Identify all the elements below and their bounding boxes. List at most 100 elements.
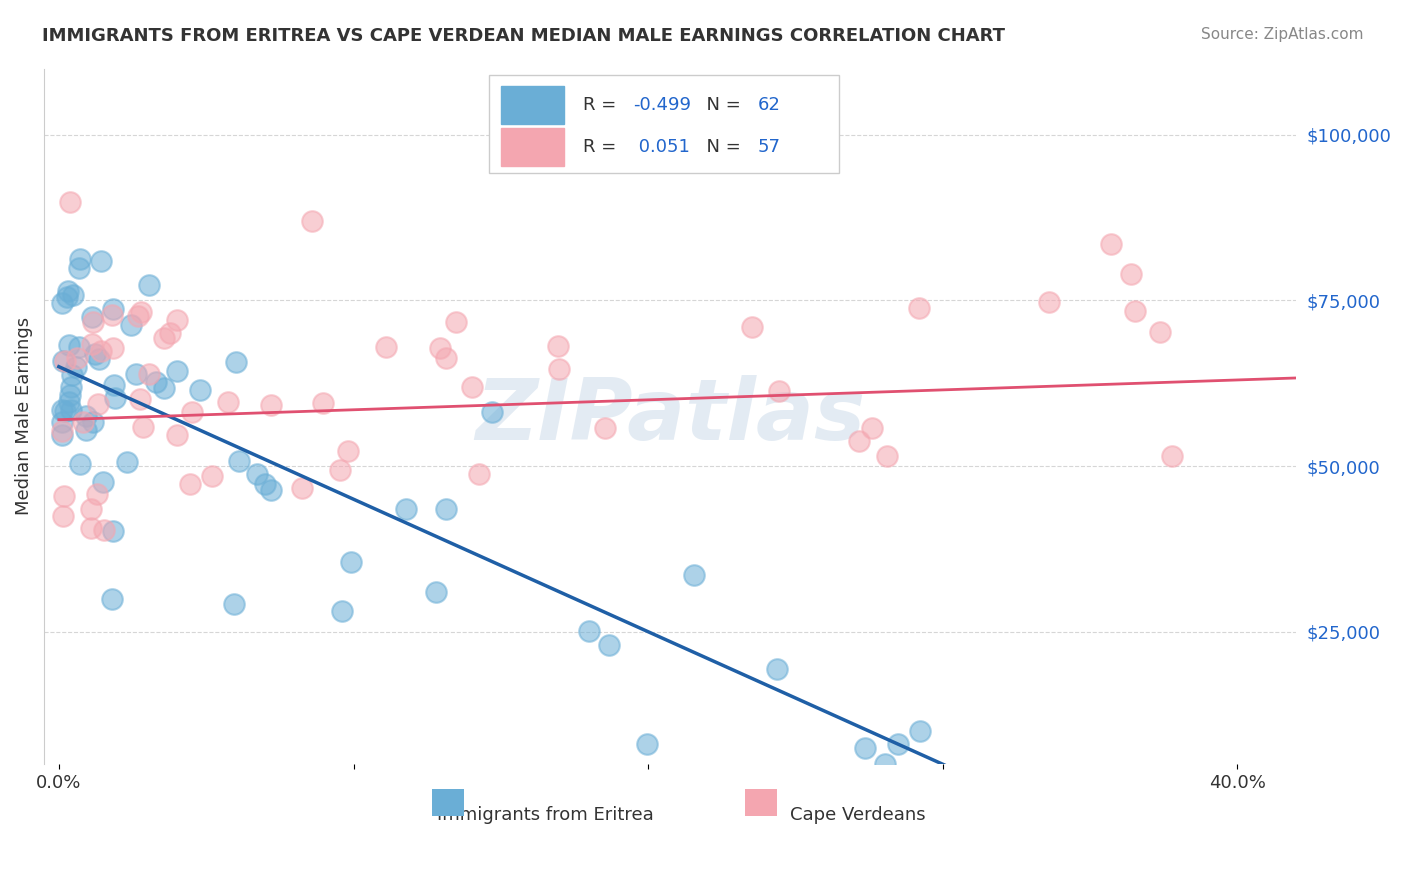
Point — [127, 309, 149, 323]
Point — [51, 424, 73, 438]
Point — [228, 454, 250, 468]
Point — [425, 585, 447, 599]
Point — [217, 395, 239, 409]
Point — [62, 288, 84, 302]
Point — [260, 398, 283, 412]
Point — [67, 340, 90, 354]
Point — [83, 347, 105, 361]
Point — [101, 341, 124, 355]
Point — [100, 591, 122, 606]
Point — [907, 301, 929, 315]
Point — [75, 423, 97, 437]
Text: Source: ZipAtlas.com: Source: ZipAtlas.com — [1201, 27, 1364, 42]
Point — [138, 367, 160, 381]
Point — [58, 338, 80, 352]
Point — [72, 415, 94, 429]
Bar — [489, 76, 839, 173]
Point — [90, 254, 112, 268]
Point — [222, 597, 245, 611]
Point — [60, 368, 83, 383]
Point — [225, 355, 247, 369]
Point — [188, 383, 211, 397]
Point — [80, 520, 103, 534]
Point — [138, 278, 160, 293]
Point — [181, 405, 204, 419]
Point — [598, 638, 620, 652]
Point — [59, 194, 82, 209]
Point — [876, 449, 898, 463]
Point — [1038, 295, 1060, 310]
Point — [330, 604, 353, 618]
Point — [254, 477, 277, 491]
Point — [129, 304, 152, 318]
Text: IMMIGRANTS FROM ERITREA VS CAPE VERDEAN MEDIAN MALE EARNINGS CORRELATION CHART: IMMIGRANTS FROM ERITREA VS CAPE VERDEAN … — [42, 27, 1005, 45]
Point — [51, 295, 73, 310]
Point — [65, 359, 87, 374]
Point — [82, 315, 104, 329]
Point — [578, 624, 600, 639]
Point — [593, 421, 616, 435]
Text: R =: R = — [582, 138, 621, 156]
Point — [1099, 237, 1122, 252]
Point — [179, 477, 201, 491]
Point — [395, 502, 418, 516]
Point — [875, 757, 897, 772]
Point — [291, 481, 314, 495]
Point — [52, 509, 75, 524]
Point — [434, 501, 457, 516]
Point — [59, 403, 82, 417]
Point — [132, 419, 155, 434]
Point — [101, 302, 124, 317]
Text: 57: 57 — [758, 138, 780, 156]
Point — [82, 415, 104, 429]
Point — [166, 427, 188, 442]
Point — [125, 368, 148, 382]
Point — [848, 434, 870, 448]
Text: N =: N = — [696, 96, 747, 114]
Point — [166, 312, 188, 326]
Point — [76, 409, 98, 423]
Text: Cape Verdeans: Cape Verdeans — [790, 806, 927, 824]
Bar — [745, 789, 776, 816]
Point — [58, 394, 80, 409]
Text: ZIPatlas: ZIPatlas — [475, 375, 865, 458]
Point — [69, 252, 91, 266]
Point — [301, 214, 323, 228]
Point — [53, 403, 76, 417]
Point — [103, 377, 125, 392]
Point — [145, 375, 167, 389]
Point — [59, 380, 82, 394]
Bar — [501, 128, 564, 166]
Point — [260, 483, 283, 497]
Point — [766, 662, 789, 676]
Point — [55, 290, 77, 304]
Point — [339, 555, 361, 569]
Point — [337, 443, 360, 458]
Point — [80, 501, 103, 516]
Text: -0.499: -0.499 — [633, 96, 690, 114]
Point — [86, 487, 108, 501]
Point — [82, 310, 104, 324]
Point — [120, 318, 142, 333]
Point — [1123, 304, 1146, 318]
Text: Immigrants from Eritrea: Immigrants from Eritrea — [437, 806, 654, 824]
Point — [429, 341, 451, 355]
Point — [153, 331, 176, 345]
Point — [128, 392, 150, 406]
Point — [444, 314, 467, 328]
Point — [768, 384, 790, 399]
Point — [853, 741, 876, 756]
Point — [375, 340, 398, 354]
Point — [52, 489, 75, 503]
Text: N =: N = — [696, 138, 747, 156]
Point — [153, 381, 176, 395]
Point — [166, 364, 188, 378]
Point — [89, 351, 111, 366]
Point — [87, 397, 110, 411]
Point — [67, 260, 90, 275]
Point — [329, 463, 352, 477]
Point — [434, 351, 457, 365]
Point — [91, 475, 114, 489]
Point — [1149, 326, 1171, 340]
Point — [66, 351, 89, 365]
